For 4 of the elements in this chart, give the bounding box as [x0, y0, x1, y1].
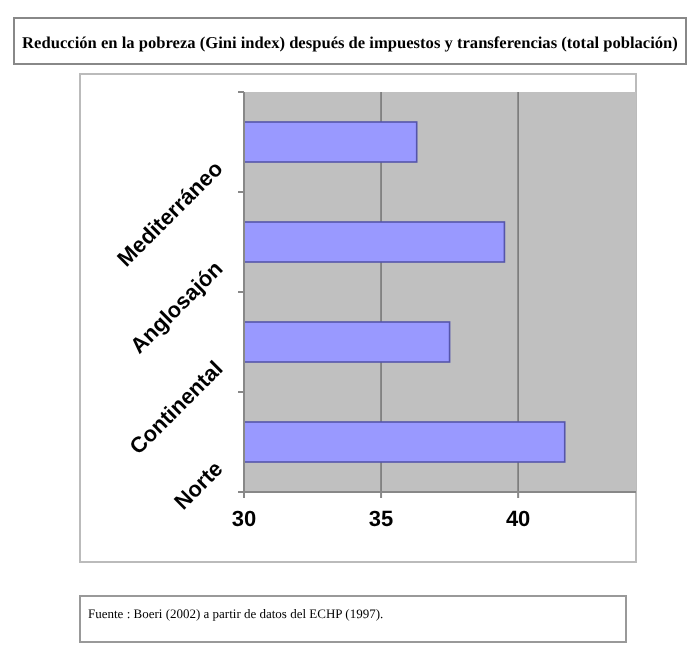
chart-title: Reducción en la pobreza (Gini index) después de impuestos y transferencias (total población): [22, 34, 679, 52]
x-tick-label: 40: [505, 508, 531, 532]
x-tick-label: 35: [368, 508, 394, 532]
x-tick-label: 30: [231, 508, 257, 532]
